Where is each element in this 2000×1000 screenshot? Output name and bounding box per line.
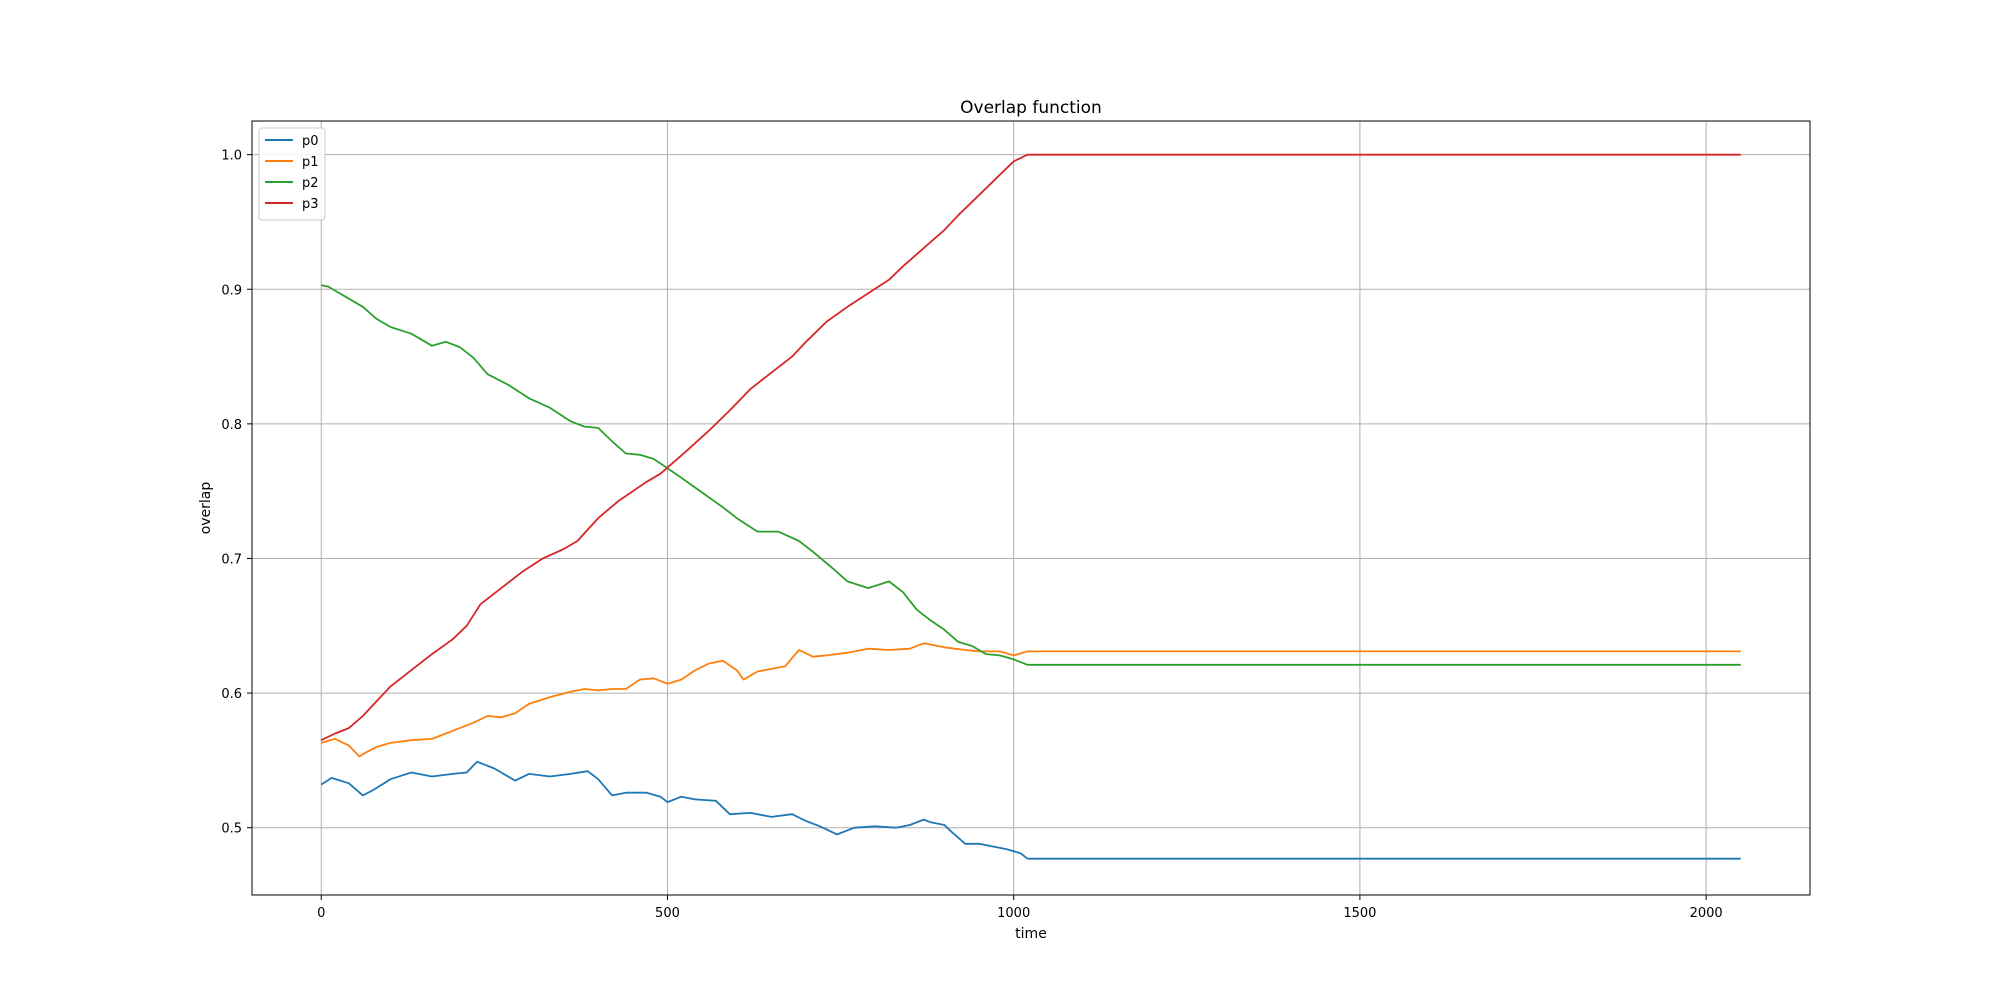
legend-label-p1: p1 bbox=[302, 155, 319, 170]
legend-label-p3: p3 bbox=[302, 197, 319, 212]
x-tick-label: 500 bbox=[655, 906, 680, 921]
y-tick-label: 0.5 bbox=[221, 822, 242, 837]
series-line-p3 bbox=[320, 153, 1741, 742]
series-lines bbox=[320, 153, 1741, 860]
axis-ticks: 0 500 1000 1500 2000 0.5 0.6 0.7 0.8 0.9 1.0 bbox=[221, 149, 1722, 921]
y-tick-label: 0.7 bbox=[221, 552, 242, 567]
plot-frame bbox=[251, 120, 1811, 896]
y-tick-label: 1.0 bbox=[221, 149, 242, 164]
y-tick-label: 0.8 bbox=[221, 418, 242, 433]
chart-title: Overlap function bbox=[960, 98, 1102, 118]
legend-box bbox=[258, 127, 326, 221]
x-axis-label: time bbox=[1015, 926, 1047, 942]
series-line-p1 bbox=[320, 642, 1741, 758]
legend-label-p2: p2 bbox=[302, 176, 319, 191]
y-axis-label: overlap bbox=[198, 482, 214, 535]
series-line-p0 bbox=[320, 760, 1741, 860]
y-tick-label: 0.6 bbox=[221, 687, 242, 702]
y-tick-label: 0.9 bbox=[221, 283, 242, 298]
legend-label-p0: p0 bbox=[302, 134, 319, 149]
x-tick-label: 1000 bbox=[997, 906, 1030, 921]
legend: p0 p1 p2 p3 bbox=[258, 127, 326, 221]
x-tick-label: 0 bbox=[317, 906, 325, 921]
x-tick-label: 2000 bbox=[1690, 906, 1723, 921]
x-tick-label: 1500 bbox=[1343, 906, 1376, 921]
